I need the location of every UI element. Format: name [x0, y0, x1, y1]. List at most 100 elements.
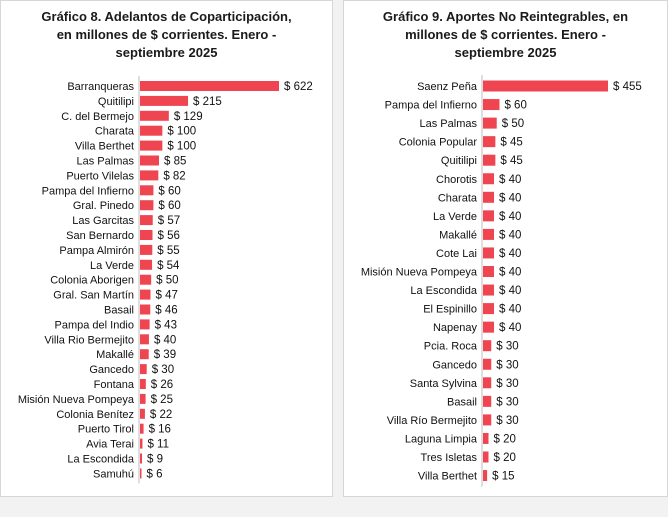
category-label: Laguna Limpia [405, 433, 478, 445]
value-label: $ 30 [496, 378, 518, 390]
chart-title: Gráfico 8. Adelantos de Coparticipación,… [1, 8, 332, 62]
bar [483, 191, 494, 203]
bar [140, 110, 169, 121]
bar [140, 289, 151, 300]
bar [140, 349, 149, 360]
value-label: $ 60 [158, 200, 180, 212]
value-label: $ 60 [158, 185, 180, 197]
value-label: $ 43 [155, 319, 177, 331]
value-label: $ 40 [499, 229, 521, 241]
value-label: $ 55 [157, 245, 179, 257]
category-label: Cote Lai [436, 248, 477, 260]
category-label: La Escondida [410, 285, 478, 297]
value-label: $ 40 [154, 334, 176, 346]
bar [140, 81, 279, 91]
bar [140, 244, 153, 255]
value-label: $ 40 [499, 267, 521, 279]
bar [483, 395, 492, 407]
bar [483, 321, 494, 333]
category-label: Colonia Aborigen [50, 275, 134, 287]
value-label: $ 100 [167, 141, 196, 153]
category-label: Saenz Peña [417, 81, 478, 93]
category-label: Gral. San Martín [53, 290, 134, 302]
category-label: Chorotis [436, 174, 477, 186]
bar [483, 117, 497, 129]
bar [140, 304, 151, 315]
value-label: $ 26 [151, 379, 173, 391]
value-label: $ 129 [174, 111, 203, 123]
value-label: $ 40 [499, 304, 521, 316]
chart-title-line: en millones de $ corrientes. Enero - [56, 27, 277, 42]
bar [483, 451, 489, 463]
bar-chart-grants: Saenz Peña $ 455 Pampa del Infierno $ 60 Las… [361, 75, 642, 487]
bar [483, 470, 488, 482]
value-label: $ 215 [193, 96, 222, 108]
bar [140, 259, 153, 270]
bar [140, 319, 150, 330]
value-label: $ 82 [163, 170, 185, 182]
value-label: $ 45 [500, 137, 522, 149]
value-label: $ 39 [154, 349, 176, 361]
value-label: $ 20 [493, 433, 515, 445]
value-label: $ 47 [156, 290, 178, 302]
category-label: Villa Rio Bermejito [44, 334, 134, 346]
value-label: $ 30 [496, 396, 518, 408]
chart-panel-grants: Gráfico 9. Aportes No Reintegrables, en … [343, 0, 668, 497]
category-label: Pampa Almirón [59, 245, 134, 257]
bar [483, 173, 494, 185]
value-label: $ 30 [496, 415, 518, 427]
bar [140, 170, 159, 181]
bar [140, 408, 145, 419]
category-label: El Espinillo [423, 304, 477, 316]
bar [140, 140, 163, 151]
category-label: La Verde [90, 260, 134, 272]
chart-panel-advances: Gráfico 8. Adelantos de Coparticipación,… [0, 0, 333, 497]
category-label: Charata [438, 192, 478, 204]
value-label: $ 9 [147, 454, 163, 466]
category-label: Barranqueras [67, 81, 134, 93]
category-label: Colonia Benítez [56, 409, 134, 421]
bar [140, 393, 146, 404]
value-label: $ 85 [164, 156, 186, 168]
bar [483, 247, 494, 259]
value-label: $ 40 [499, 322, 521, 334]
value-label: $ 11 [147, 439, 169, 451]
bar-chart-advances: Barranqueras $ 622 Quitilipi $ 215 C. del Be… [18, 76, 313, 484]
chart-title: Gráfico 9. Aportes No Reintegrables, en … [344, 8, 667, 62]
category-label: Las Garcitas [72, 215, 134, 227]
value-label: $ 30 [152, 364, 174, 376]
category-label: Fontana [94, 379, 135, 391]
value-label: $ 25 [151, 394, 173, 406]
bar [483, 80, 608, 92]
category-label: Pampa del Infierno [42, 185, 134, 197]
category-label: Gral. Pinedo [73, 200, 134, 212]
category-label: Las Palmas [77, 156, 135, 168]
bar [483, 284, 494, 296]
bar [140, 453, 143, 464]
category-label: Pampa del Indio [55, 319, 135, 331]
category-label: Pcia. Roca [424, 341, 478, 353]
bar [140, 230, 153, 240]
bar [140, 185, 154, 196]
category-label: San Bernardo [66, 230, 134, 242]
value-label: $ 30 [496, 359, 518, 371]
bar [483, 414, 492, 426]
bar [483, 303, 494, 315]
value-label: $ 20 [493, 452, 515, 464]
category-label: Pampa del Infierno [385, 100, 477, 112]
category-label: Villa Berthet [418, 471, 477, 483]
bar [483, 340, 492, 352]
category-label: Misión Nueva Pompeya [18, 394, 135, 406]
chart-title-line: millones de $ corrientes. Enero - [405, 27, 606, 42]
category-label: Basail [104, 305, 134, 317]
bar [140, 364, 147, 375]
category-label: Samuhú [93, 468, 134, 480]
category-label: Avia Terai [86, 439, 134, 451]
value-label: $ 30 [496, 341, 518, 353]
category-label: Villa Río Bermejito [387, 415, 477, 427]
value-label: $ 16 [149, 424, 171, 436]
category-label: Tres Isletas [421, 452, 478, 464]
bar [140, 95, 189, 106]
value-label: $ 57 [158, 215, 180, 227]
value-label: $ 54 [157, 260, 180, 272]
